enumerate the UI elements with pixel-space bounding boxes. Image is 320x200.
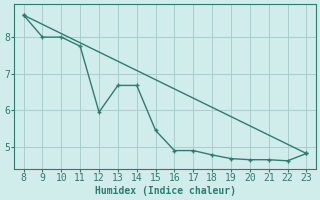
X-axis label: Humidex (Indice chaleur): Humidex (Indice chaleur) [94, 186, 236, 196]
